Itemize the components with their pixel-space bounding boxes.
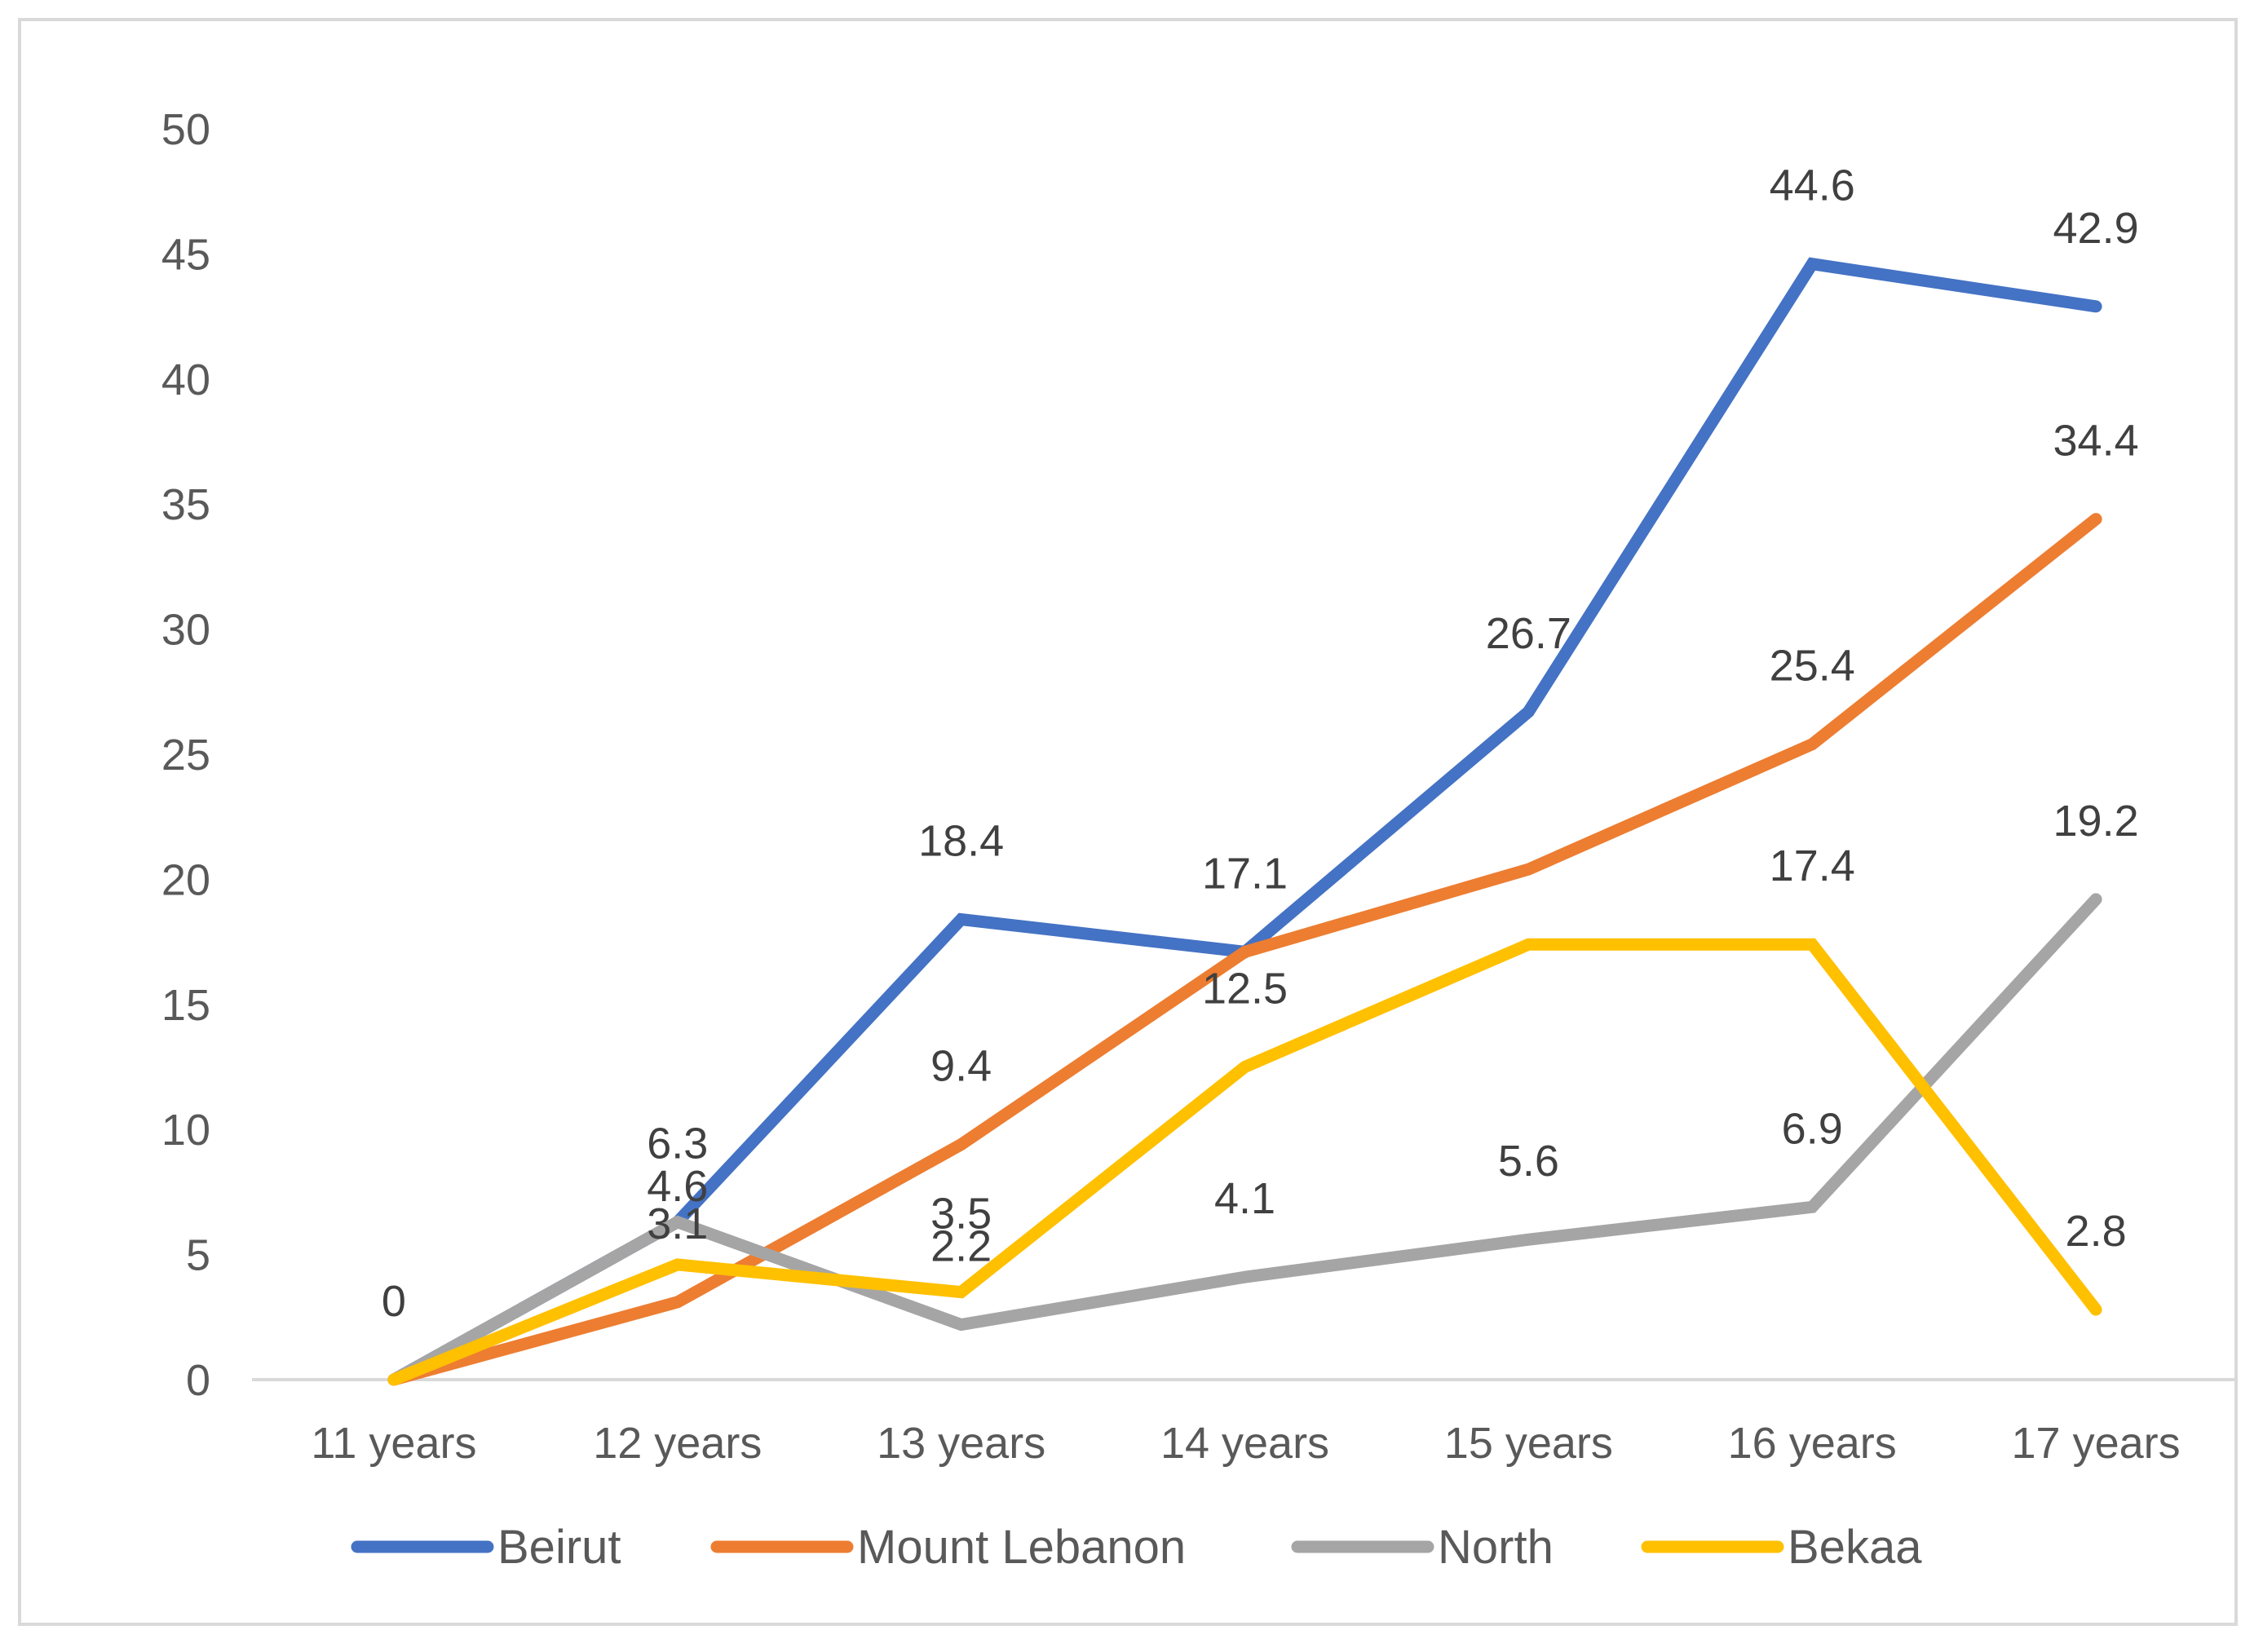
data-label-north-13-years: 2.2 (930, 1222, 992, 1271)
y-tick-label-30: 30 (161, 606, 210, 655)
y-tick-label-25: 25 (161, 731, 210, 780)
series-line-bekaa (387, 938, 2102, 1386)
chart-frame: 0 5 10 15 20 25 30 35 40 45 50 11 years 12 years 13 … (18, 18, 2238, 1626)
y-tick-label-0: 0 (186, 1356, 210, 1405)
data-label-beirut-15-years: 26.7 (1486, 609, 1571, 658)
data-label-beirut-14-years: 17.1 (1202, 849, 1288, 898)
data-label-beirut-17-years: 42.9 (2053, 204, 2139, 253)
data-label-bekaa-17-years: 2.8 (2066, 1207, 2127, 1256)
series-line-mount-lebanon (387, 513, 2102, 1386)
y-tick-label-40: 40 (161, 356, 210, 404)
x-tick-label-15-years: 15 years (1444, 1419, 1613, 1468)
data-label-mount-lebanon-13-years: 9.4 (930, 1042, 992, 1091)
y-tick-label-35: 35 (161, 480, 210, 529)
y-axis-tick-labels: 0 5 10 15 20 25 30 35 40 45 50 (161, 105, 210, 1405)
legend-label-bekaa: Bekaa (1788, 1521, 1922, 1574)
x-tick-label-13-years: 13 years (877, 1419, 1045, 1468)
data-label-north-14-years: 4.1 (1214, 1174, 1275, 1223)
data-label-beirut-16-years: 44.6 (1770, 161, 1855, 210)
data-label-beirut-13-years: 18.4 (918, 816, 1004, 865)
data-label-beirut-11-years: 0 (382, 1277, 406, 1326)
y-tick-label-45: 45 (161, 230, 210, 279)
x-tick-label-16-years: 16 years (1728, 1419, 1897, 1468)
series-lines (387, 257, 2102, 1386)
series-line-north (387, 893, 2102, 1386)
data-label-mount-lebanon-17-years: 34.4 (2053, 417, 2139, 466)
line-chart: 0 5 10 15 20 25 30 35 40 45 50 11 years 12 years 13 … (161, 105, 2238, 1574)
y-tick-label-15: 15 (161, 981, 210, 1030)
x-tick-label-11-years: 11 years (311, 1419, 476, 1468)
x-tick-label-17-years: 17 years (2012, 1419, 2181, 1468)
data-label-bekaa-12-years: 4.6 (647, 1162, 708, 1211)
y-tick-label-20: 20 (161, 855, 210, 904)
data-label-north-15-years: 5.6 (1498, 1137, 1559, 1186)
legend-label-beirut: Beirut (497, 1521, 621, 1574)
x-tick-label-14-years: 14 years (1160, 1419, 1329, 1468)
data-label-bekaa-14-years: 12.5 (1202, 965, 1288, 1014)
data-label-north-16-years: 6.9 (1782, 1104, 1843, 1153)
x-tick-label-12-years: 12 years (593, 1419, 762, 1468)
data-label-beirut-12-years: 6.3 (647, 1120, 708, 1168)
data-label-bekaa-16-years: 17.4 (1770, 841, 1855, 890)
x-axis-tick-labels: 11 years 12 years 13 years 14 years 15 years… (311, 1419, 2180, 1468)
data-label-north-17-years: 19.2 (2053, 797, 2139, 846)
y-tick-label-50: 50 (161, 105, 210, 154)
data-label-mount-lebanon-16-years: 25.4 (1770, 642, 1855, 691)
y-tick-label-10: 10 (161, 1106, 210, 1155)
legend-label-mount-lebanon: Mount Lebanon (857, 1521, 1186, 1574)
y-tick-label-5: 5 (186, 1231, 210, 1280)
legend-label-north: North (1438, 1521, 1554, 1574)
data-labels: 0 6.3 18.4 17.1 26.7 44.6 42.9 3.1 9.4 25.4 34.4 2.… (382, 161, 2139, 1326)
data-label-mount-lebanon-12-years: 3.1 (647, 1199, 708, 1248)
data-label-bekaa-13-years: 3.5 (930, 1190, 992, 1239)
legend: Beirut Mount Lebanon North Bekaa (351, 1521, 1922, 1574)
